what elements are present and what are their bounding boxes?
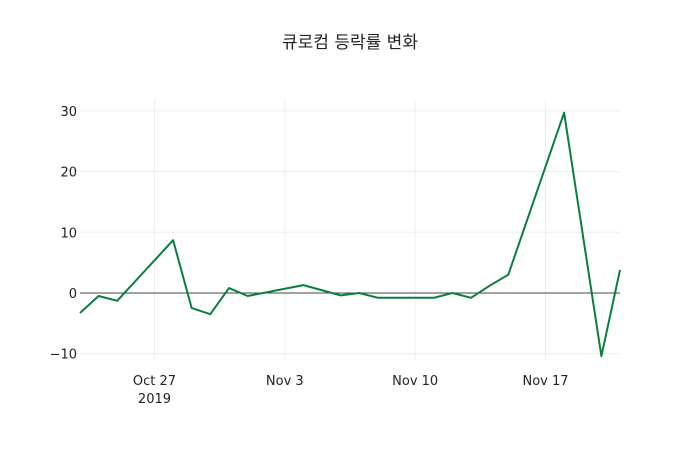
y-tick-label: 20 xyxy=(60,166,77,181)
y-tick-label: 30 xyxy=(60,105,77,120)
y-tick-label: 0 xyxy=(69,287,77,302)
series-line xyxy=(79,111,621,358)
chart-title: 큐로컴 등락률 변화 xyxy=(282,33,418,53)
gridlines xyxy=(80,100,620,360)
x-tick-label: Nov 17 xyxy=(522,374,568,389)
y-tick-label: −10 xyxy=(50,348,77,363)
y-axis-ticks: −10 0 10 20 30 xyxy=(50,105,77,363)
x-tick-label: Nov 10 xyxy=(392,374,438,389)
x-axis-ticks: Oct 27 2019 Nov 3 Nov 10 Nov 17 xyxy=(133,374,569,407)
x-tick-label: Oct 27 xyxy=(133,374,176,389)
x-tick-label: 2019 xyxy=(138,392,171,407)
y-tick-label: 10 xyxy=(60,226,77,241)
x-tick-label: Nov 3 xyxy=(266,374,304,389)
